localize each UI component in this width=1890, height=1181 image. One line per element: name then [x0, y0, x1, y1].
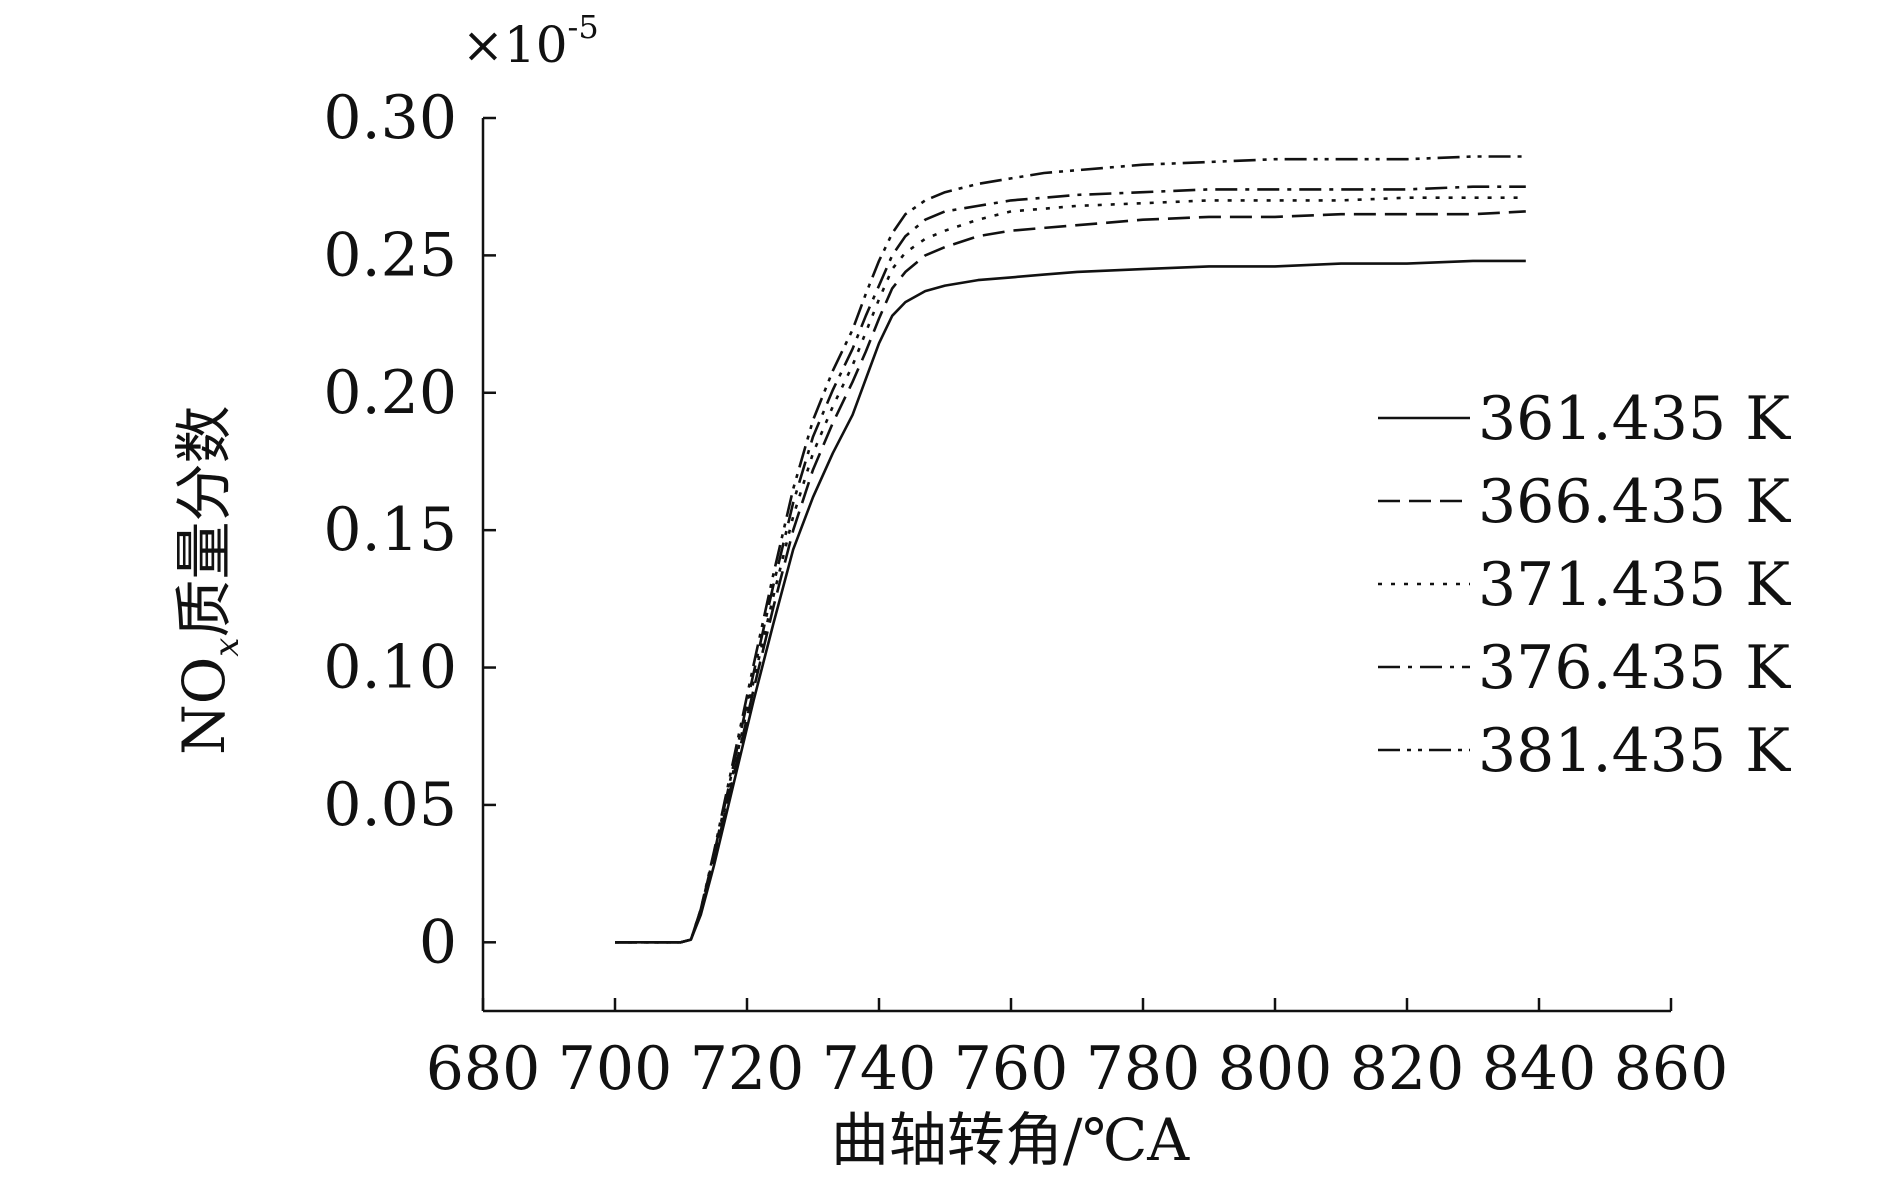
legend-label-2: 366.435 K [1478, 467, 1791, 537]
y-tick-label: 0.20 [323, 358, 457, 428]
series-group [615, 155, 1526, 944]
x-tick-label: 700 [558, 1034, 673, 1104]
x-tick-label: 780 [1086, 1034, 1201, 1104]
y-tick-label: 0.05 [323, 770, 457, 840]
legend-label-5: 381.435 K [1478, 716, 1791, 786]
y-multiplier-label: ×10-5 [462, 8, 599, 74]
series-line-5 [615, 155, 1526, 944]
series-line-1 [615, 259, 1526, 944]
x-tick-label: 840 [1482, 1034, 1597, 1104]
series-line-4 [615, 185, 1526, 944]
y-axis-title-main: NO [170, 657, 238, 755]
legend: 361.435 K 366.435 K 371.435 K 376.435 K 381.… [1378, 384, 1791, 786]
y-axis-title-sub: x [207, 638, 247, 657]
x-tick-label: 820 [1350, 1034, 1465, 1104]
x-tick-label: 760 [954, 1034, 1069, 1104]
y-axis-title-rest: 质量分数 [170, 405, 238, 637]
x-axis-title: 曲轴转角/℃A [831, 1106, 1190, 1174]
axes: 0 0.05 0.10 0.15 0.20 0.25 0.30 680 700 720 740 760… [323, 83, 1728, 1104]
legend-label-1: 361.435 K [1478, 384, 1791, 454]
legend-label-3: 371.435 K [1478, 550, 1791, 620]
legend-label-4: 376.435 K [1478, 633, 1791, 703]
series-line-3 [615, 196, 1526, 944]
x-tick-label: 800 [1218, 1034, 1333, 1104]
y-tick-label: 0.25 [323, 220, 457, 290]
series-line-2 [615, 210, 1526, 944]
y-tick-label: 0 [419, 907, 457, 977]
x-tick-label: 680 [426, 1034, 541, 1104]
y-exponent: -5 [568, 8, 599, 46]
y-tick-label: 0.30 [323, 83, 457, 153]
x-tick-label: 720 [690, 1034, 805, 1104]
y-tick-label: 0.10 [323, 633, 457, 703]
y-tick-label: 0.15 [323, 495, 457, 565]
x-tick-label: 740 [822, 1034, 937, 1104]
y-axis-title: NOx质量分数 [170, 405, 247, 755]
x-tick-label: 860 [1614, 1034, 1729, 1104]
